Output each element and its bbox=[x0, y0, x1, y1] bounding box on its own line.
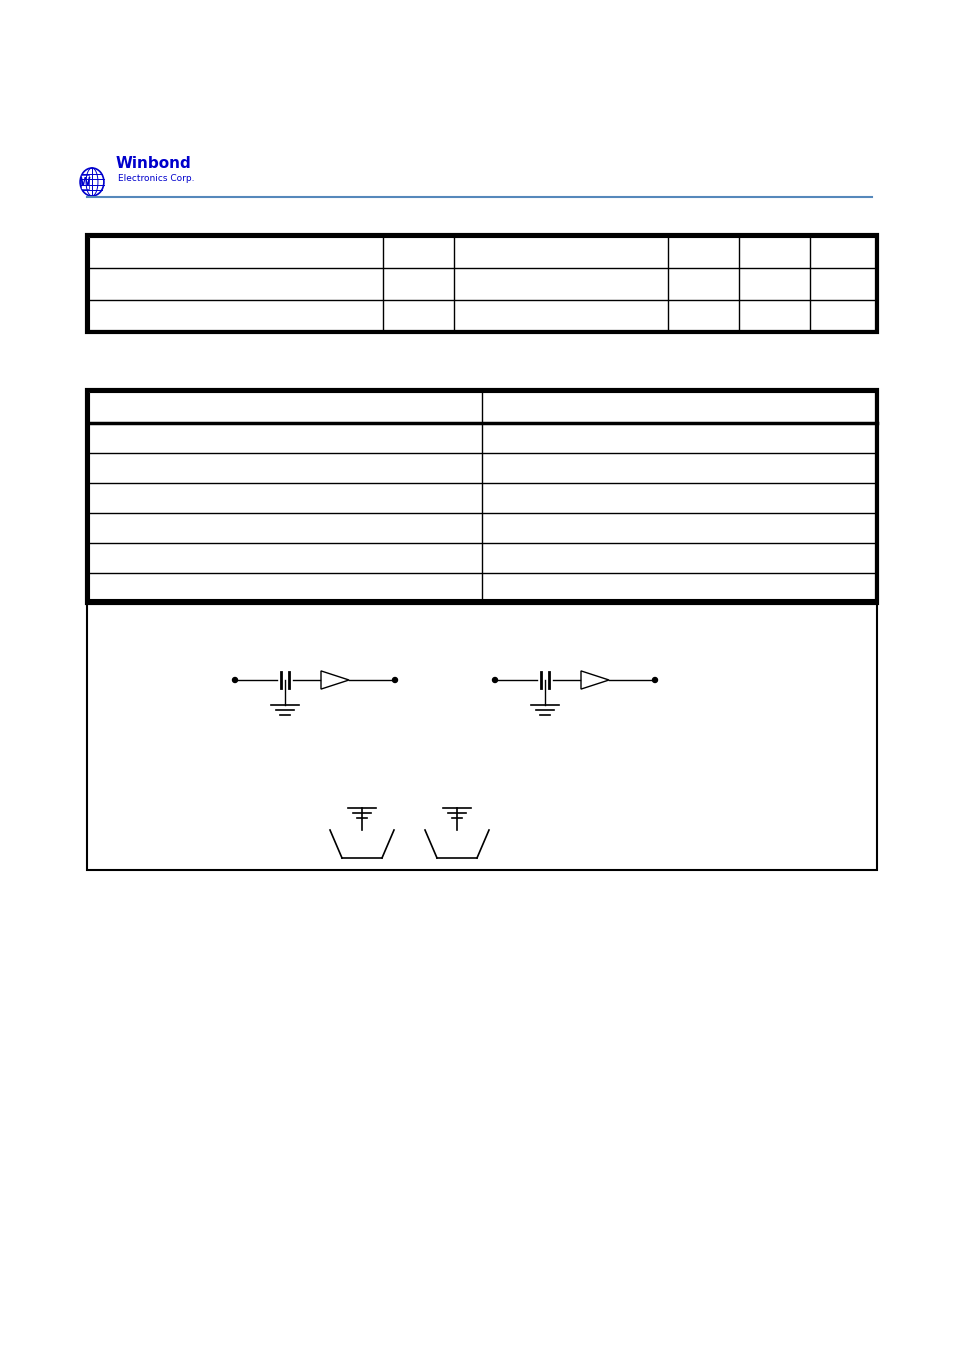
Bar bbox=[89, 236, 874, 330]
Circle shape bbox=[233, 677, 237, 682]
Circle shape bbox=[492, 677, 497, 682]
Bar bbox=[87, 235, 876, 332]
Circle shape bbox=[652, 677, 657, 682]
Text: W: W bbox=[79, 177, 91, 186]
Bar bbox=[89, 392, 874, 601]
Circle shape bbox=[392, 677, 397, 682]
Bar bbox=[81, 176, 89, 189]
Text: Winbond: Winbond bbox=[116, 155, 192, 172]
Text: Electronics Corp.: Electronics Corp. bbox=[118, 174, 194, 182]
Bar bbox=[87, 600, 876, 870]
Bar bbox=[87, 390, 876, 603]
